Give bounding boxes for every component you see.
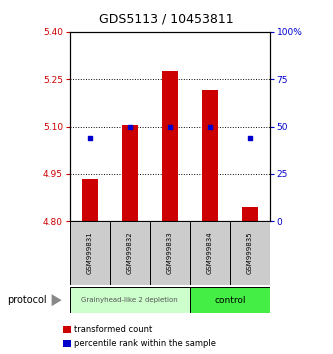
Point: [87, 135, 93, 141]
Text: control: control: [214, 296, 245, 304]
Polygon shape: [52, 294, 62, 306]
Point: [247, 135, 252, 141]
Bar: [190, 287, 270, 313]
Bar: [162, 71, 178, 221]
Text: Grainyhead-like 2 depletion: Grainyhead-like 2 depletion: [82, 297, 178, 303]
Text: GSM999833: GSM999833: [167, 232, 173, 274]
Bar: [63, 326, 71, 333]
Text: GDS5113 / 10453811: GDS5113 / 10453811: [99, 12, 234, 25]
Bar: [190, 221, 230, 285]
Bar: [202, 90, 218, 221]
Point: [167, 124, 172, 130]
Text: transformed count: transformed count: [74, 325, 152, 335]
Bar: [70, 221, 110, 285]
Point: [127, 124, 133, 130]
Text: GSM999831: GSM999831: [87, 232, 93, 274]
Bar: [230, 221, 270, 285]
Bar: [63, 340, 71, 347]
Text: GSM999835: GSM999835: [247, 232, 253, 274]
Bar: [122, 125, 138, 221]
Text: GSM999832: GSM999832: [127, 232, 133, 274]
Point: [207, 124, 212, 130]
Text: GSM999834: GSM999834: [207, 232, 213, 274]
Bar: [150, 221, 190, 285]
Bar: [110, 221, 150, 285]
Bar: [242, 207, 258, 221]
Bar: [70, 287, 190, 313]
Bar: [82, 179, 98, 221]
Text: protocol: protocol: [7, 295, 46, 305]
Text: percentile rank within the sample: percentile rank within the sample: [74, 339, 216, 348]
